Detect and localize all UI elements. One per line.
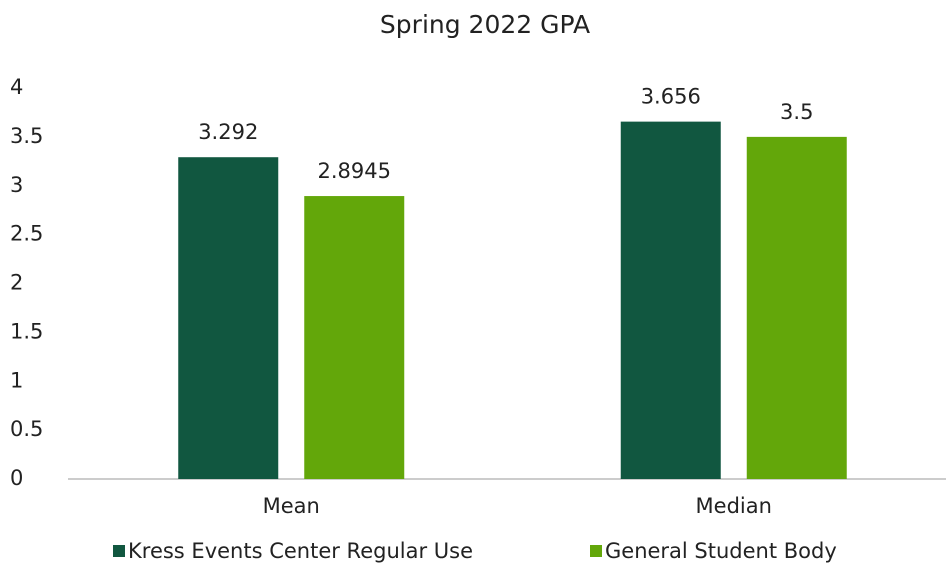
bar: [304, 196, 405, 479]
bar: [746, 136, 847, 479]
y-tick-label: 0.5: [10, 417, 43, 441]
legend-swatch: [113, 545, 125, 557]
bar: [178, 157, 279, 479]
y-tick-label: 3.5: [10, 124, 43, 148]
y-tick-label: 1.5: [10, 319, 43, 343]
legend-label: General Student Body: [605, 539, 837, 563]
y-tick-label: 2.5: [10, 222, 43, 246]
legend-swatch: [590, 545, 602, 557]
y-tick-label: 3: [10, 173, 23, 197]
y-tick-label: 1: [10, 368, 23, 392]
bar: [620, 121, 721, 479]
y-tick-label: 0: [10, 466, 23, 490]
data-label: 3.5: [780, 100, 813, 124]
x-tick-label: Mean: [263, 494, 320, 518]
legend-label: Kress Events Center Regular Use: [128, 539, 473, 563]
y-tick-label: 4: [10, 75, 23, 99]
y-tick-label: 2: [10, 271, 23, 295]
x-tick-label: Median: [696, 494, 772, 518]
data-label: 2.8945: [318, 159, 391, 183]
data-label: 3.292: [198, 120, 258, 144]
chart-title: Spring 2022 GPA: [380, 10, 590, 39]
data-label: 3.656: [641, 85, 701, 109]
